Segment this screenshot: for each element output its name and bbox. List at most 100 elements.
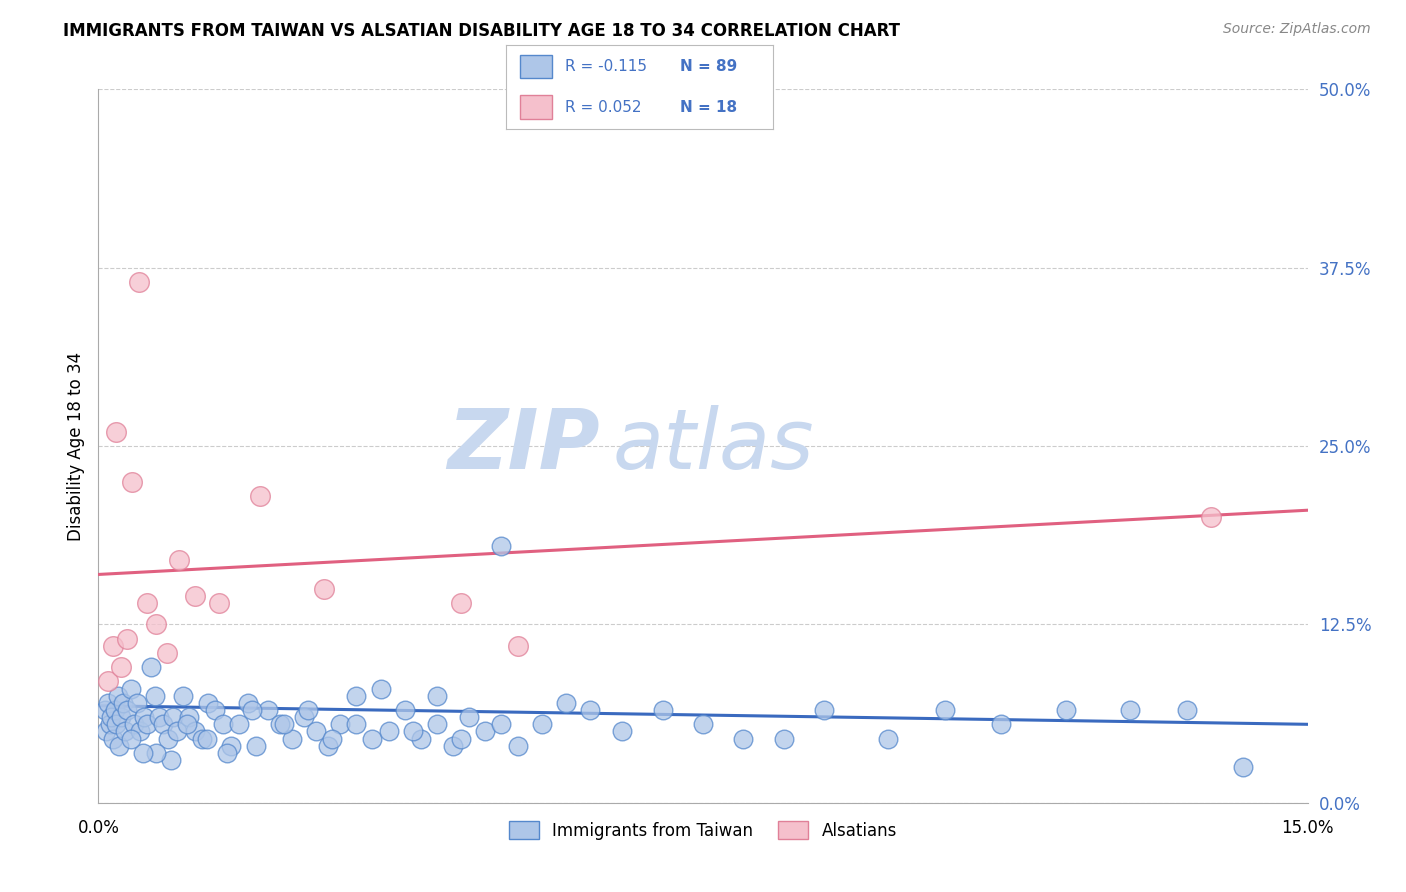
Point [105, 425, 128, 439]
Point [94, 703, 117, 717]
Point [1054, 703, 1077, 717]
Point [152, 717, 174, 731]
Text: N = 89: N = 89 [681, 59, 737, 74]
Point [100, 710, 122, 724]
Point [281, 731, 304, 746]
Point [145, 617, 167, 632]
Point [426, 717, 449, 731]
Point [651, 703, 673, 717]
Point [103, 703, 125, 717]
Point [110, 660, 132, 674]
Point [195, 731, 218, 746]
Point [934, 703, 956, 717]
Point [344, 689, 367, 703]
Point [129, 724, 152, 739]
Point [176, 717, 198, 731]
Text: IMMIGRANTS FROM TAIWAN VS ALSATIAN DISABILITY AGE 18 TO 34 CORRELATION CHART: IMMIGRANTS FROM TAIWAN VS ALSATIAN DISAB… [63, 22, 900, 40]
Point [97, 674, 120, 689]
Point [156, 646, 179, 660]
Point [121, 475, 143, 489]
Point [305, 724, 328, 739]
FancyBboxPatch shape [520, 95, 551, 120]
Point [297, 703, 319, 717]
Point [458, 710, 481, 724]
Point [177, 710, 200, 724]
Point [105, 717, 128, 731]
Point [370, 681, 392, 696]
Point [236, 696, 259, 710]
Text: R = 0.052: R = 0.052 [565, 100, 641, 115]
Text: atlas: atlas [613, 406, 814, 486]
Point [555, 696, 578, 710]
Point [249, 489, 271, 503]
Point [107, 689, 129, 703]
Point [240, 703, 263, 717]
Point [148, 710, 170, 724]
Point [269, 717, 291, 731]
Point [111, 696, 134, 710]
Point [128, 275, 150, 289]
Point [344, 717, 367, 731]
Point [98, 717, 121, 731]
Point [1232, 760, 1254, 774]
Point [101, 639, 124, 653]
Point [132, 710, 155, 724]
Point [361, 731, 384, 746]
Point [402, 724, 425, 739]
Point [212, 717, 235, 731]
Point [245, 739, 267, 753]
Point [394, 703, 416, 717]
Point [96, 724, 118, 739]
Legend: Immigrants from Taiwan, Alsatians: Immigrants from Taiwan, Alsatians [501, 814, 905, 848]
Point [450, 731, 472, 746]
Point [167, 553, 190, 567]
Point [450, 596, 472, 610]
Point [321, 731, 343, 746]
Point [292, 710, 315, 724]
Point [1199, 510, 1222, 524]
Point [143, 689, 166, 703]
Point [208, 596, 231, 610]
Point [166, 724, 188, 739]
Point [132, 746, 155, 760]
Point [120, 681, 142, 696]
Point [115, 632, 138, 646]
Point [172, 689, 194, 703]
Point [190, 731, 212, 746]
Point [228, 717, 250, 731]
Point [139, 660, 162, 674]
Point [441, 739, 464, 753]
Point [474, 724, 496, 739]
Point [97, 696, 120, 710]
Point [204, 703, 226, 717]
Point [135, 717, 157, 731]
Y-axis label: Disability Age 18 to 34: Disability Age 18 to 34 [66, 351, 84, 541]
Point [1119, 703, 1142, 717]
Point [110, 710, 132, 724]
Point [579, 703, 602, 717]
Point [506, 739, 529, 753]
Point [122, 717, 145, 731]
Point [221, 739, 243, 753]
Point [117, 703, 139, 717]
Text: Source: ZipAtlas.com: Source: ZipAtlas.com [1223, 22, 1371, 37]
Point [990, 717, 1012, 731]
Point [127, 696, 149, 710]
Point [692, 717, 714, 731]
Point [409, 731, 432, 746]
Point [612, 724, 634, 739]
Point [426, 689, 449, 703]
Text: ZIP: ZIP [447, 406, 600, 486]
Text: R = -0.115: R = -0.115 [565, 59, 647, 74]
Point [162, 710, 184, 724]
Point [506, 639, 529, 653]
Point [377, 724, 399, 739]
Point [217, 746, 239, 760]
Point [101, 731, 124, 746]
Point [273, 717, 295, 731]
Point [135, 596, 157, 610]
Point [160, 753, 183, 767]
Point [329, 717, 352, 731]
Point [772, 731, 794, 746]
Point [156, 731, 179, 746]
